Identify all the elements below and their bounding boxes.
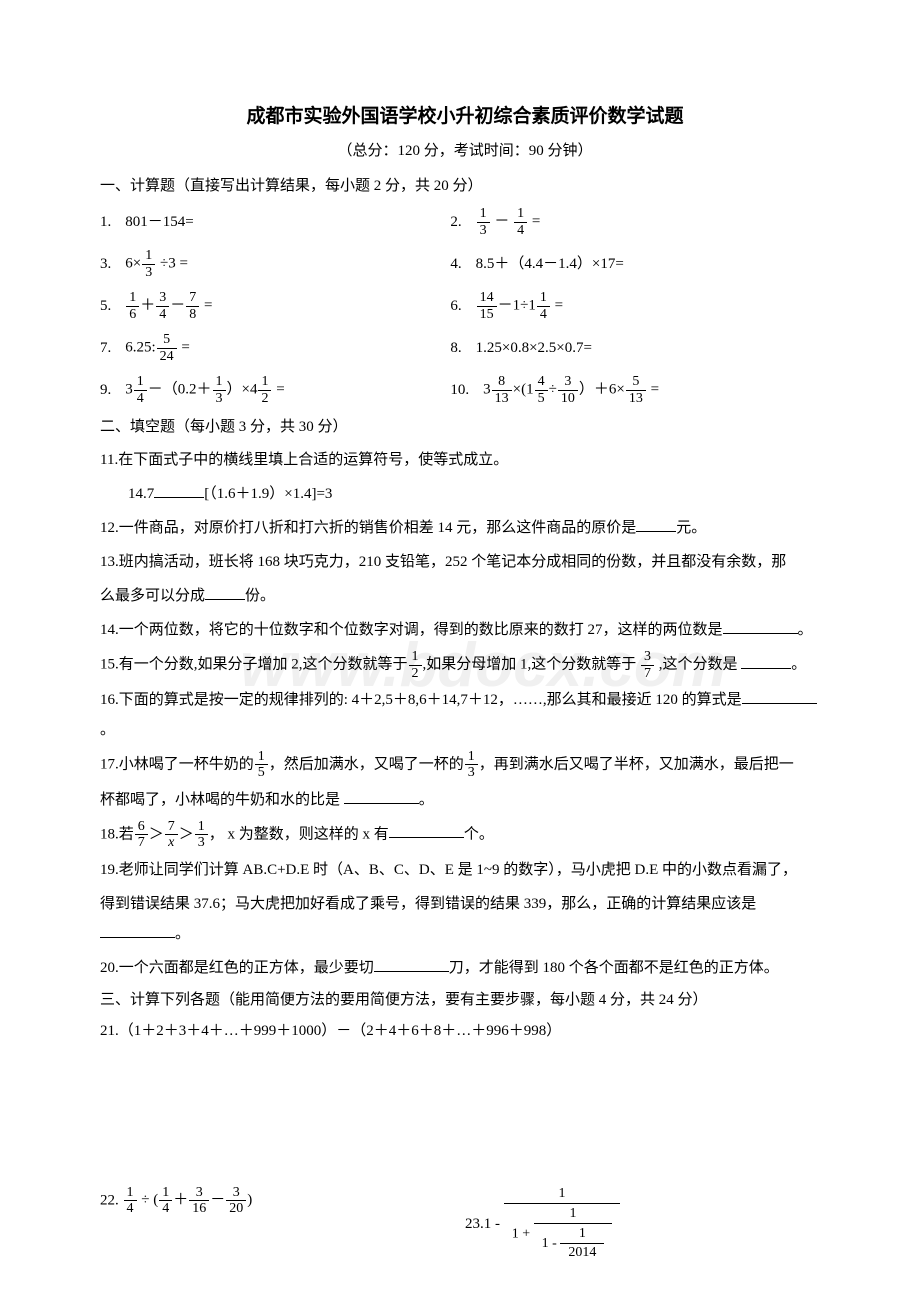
section-3-header: 三、计算下列各题（能用简便方法的要用简便方法，要有主要步骤，每小题 4 分，共 …: [100, 987, 830, 1014]
q13-l2: 么最多可以分成 份。: [100, 581, 830, 611]
q23-num: 23.1 -: [465, 1216, 504, 1232]
q19-b: 得到错误结果 37.6；马大虎把加好看成了乘号，得到错误的结果 339，那么，正…: [100, 896, 756, 912]
q18-c: ＞: [179, 826, 194, 842]
q18-blank: [389, 823, 464, 838]
q3-num: 3.: [100, 251, 111, 278]
q15-b: ,如果分母增加 1,这个分数就等于: [423, 657, 641, 673]
q7-expr: 6.25:524 =: [125, 332, 190, 364]
q20-blank: [374, 957, 449, 972]
q17-b: ，然后加满水，又喝了一杯的: [269, 756, 464, 772]
q18-a: 18.若: [100, 826, 134, 842]
q11-post: [（1.6＋1.9）×1.4]=3: [204, 486, 332, 502]
q1-text: 801－154=: [125, 209, 193, 236]
page-subtitle: （总分：120 分，考试时间：90 分钟）: [100, 138, 830, 165]
q17-a: 17.小林喝了一杯牛奶的: [100, 756, 254, 772]
q6-expr: 1415－1÷114 =: [476, 290, 563, 322]
q14-a: 14.一个两位数，将它的十位数字和个位数字对调，得到的数比原来的数打 27，这样…: [100, 622, 723, 638]
q19-blank: [100, 923, 175, 938]
q12: 12.一件商品，对原价打八折和打六折的销售价相差 14 元，那么这件商品的原价是…: [100, 513, 830, 543]
q3-expr: 6×13 ÷3 =: [125, 248, 188, 280]
q11-line1: 11.在下面式子中的横线里填上合适的运算符号，使等式成立。: [100, 445, 830, 475]
q21: 21.（1＋2＋3＋4＋…＋999＋1000）－（2＋4＋6＋8＋…＋996＋9…: [100, 1018, 830, 1045]
q20-a: 20.一个六面都是红色的正方体，最少要切: [100, 960, 374, 976]
row-q3-q4: 3. 6×13 ÷3 = 4. 8.5＋（4.4－1.4）×17=: [100, 244, 830, 284]
q13-c: 份。: [245, 588, 275, 604]
q14: 14.一个两位数，将它的十位数字和个位数字对调，得到的数比原来的数打 27，这样…: [100, 615, 830, 645]
q16-b: 。: [100, 722, 115, 738]
q20-b: 刀，才能得到 180 个各个面都不是红色的正方体。: [449, 960, 779, 976]
q8-num: 8.: [450, 335, 461, 362]
q18-e: 个。: [464, 826, 494, 842]
q22: 22. 14 ÷ (14＋316－320): [100, 1185, 465, 1264]
q17-l2: 杯都喝了，小林喝的牛奶和水的比是 。: [100, 785, 830, 815]
q12-b: 元。: [676, 520, 706, 536]
section-2-header: 二、填空题（每小题 3 分，共 30 分）: [100, 414, 830, 441]
q5-num: 5.: [100, 293, 111, 320]
q9-expr: 314－（0.2＋13）×412 =: [125, 374, 284, 406]
q1-num: 1.: [100, 209, 111, 236]
q8-text: 1.25×0.8×2.5×0.7=: [476, 335, 592, 362]
q15-a: 15.有一个分数,如果分子增加 2,这个分数就等于: [100, 657, 408, 673]
q17-c: ，再到满水后又喝了半杯，又加满水，最后把一: [479, 756, 794, 772]
section-1-header: 一、计算题（直接写出计算结果，每小题 2 分，共 20 分）: [100, 173, 830, 200]
q15-d: 。: [791, 657, 806, 673]
q2-expr: 13 － 14 =: [476, 206, 541, 238]
q20: 20.一个六面都是红色的正方体，最少要切 刀，才能得到 180 个各个面都不是红色…: [100, 953, 830, 983]
q13-blank: [205, 585, 245, 600]
q18: 18.若67＞7x＞13， x 为整数，则这样的 x 有个。: [100, 819, 830, 851]
q13-l1: 13.班内搞活动，班长将 168 块巧克力，210 支铅笔，252 个笔记本分成…: [100, 547, 830, 577]
q19-c: 。: [175, 926, 190, 942]
q13-b: 么最多可以分成: [100, 588, 205, 604]
q17-d: 杯都喝了，小林喝的牛奶和水的比是: [100, 792, 344, 808]
q11-line2: 14.7 [（1.6＋1.9）×1.4]=3: [100, 479, 830, 509]
q23: 23.1 - 1 1 + 11 - 12014: [465, 1185, 830, 1264]
q4-num: 4.: [450, 251, 461, 278]
q15: 15.有一个分数,如果分子增加 2,这个分数就等于12,如果分母增加 1,这个分…: [100, 649, 830, 681]
q19-l1: 19.老师让同学们计算 AB.C+D.E 时（A、B、C、D、E 是 1~9 的…: [100, 855, 830, 885]
q11-blank: [154, 483, 204, 498]
q2-num: 2.: [450, 209, 461, 236]
row-q7-q8: 7. 6.25:524 = 8. 1.25×0.8×2.5×0.7=: [100, 328, 830, 368]
q11-pre: 14.7: [128, 486, 154, 502]
q4-text: 8.5＋（4.4－1.4）×17=: [476, 251, 624, 278]
row-q9-q10: 9. 314－（0.2＋13）×412 = 10. 3813×(145÷310）…: [100, 370, 830, 410]
q12-a: 12.一件商品，对原价打八折和打六折的销售价相差 14 元，那么这件商品的原价是: [100, 520, 636, 536]
q17-blank: [344, 789, 419, 804]
q17-l1: 17.小林喝了一杯牛奶的15，然后加满水，又喝了一杯的13，再到满水后又喝了半杯…: [100, 749, 830, 781]
q7-num: 7.: [100, 335, 111, 362]
q9-num: 9.: [100, 377, 111, 404]
q23-expr: 1 1 + 11 - 12014: [504, 1185, 621, 1264]
q15-blank: [741, 654, 791, 669]
q22-expr: 14 ÷ (14＋316－320): [123, 1192, 253, 1208]
q16: 16.下面的算式是按一定的规律排列的: 4＋2,5＋8,6＋14,7＋12，………: [100, 685, 830, 745]
q14-b: 。: [798, 622, 813, 638]
q16-blank: [742, 689, 817, 704]
row-q22-q23: 22. 14 ÷ (14＋316－320) 23.1 - 1 1 + 11 - …: [100, 1185, 830, 1264]
q17-e: 。: [419, 792, 434, 808]
q18-d: ， x 为整数，则这样的 x 有: [209, 826, 389, 842]
q12-blank: [636, 517, 676, 532]
q14-blank: [723, 619, 798, 634]
q6-num: 6.: [450, 293, 461, 320]
q10-expr: 3813×(145÷310）＋6×513 =: [483, 374, 659, 406]
q19-l2: 得到错误结果 37.6；马大虎把加好看成了乘号，得到错误的结果 339，那么，正…: [100, 889, 830, 949]
row-q1-q2: 1. 801－154= 2. 13 － 14 =: [100, 202, 830, 242]
q16-a: 16.下面的算式是按一定的规律排列的: 4＋2,5＋8,6＋14,7＋12，………: [100, 692, 742, 708]
q22-num: 22.: [100, 1192, 119, 1208]
q18-b: ＞: [149, 826, 164, 842]
q5-expr: 16＋34－78 =: [125, 290, 212, 322]
q10-num: 10.: [450, 377, 469, 404]
row-q5-q6: 5. 16＋34－78 = 6. 1415－1÷114 =: [100, 286, 830, 326]
q15-c: ,这个分数是: [655, 657, 741, 673]
page-title: 成都市实验外国语学校小升初综合素质评价数学试题: [100, 100, 830, 134]
